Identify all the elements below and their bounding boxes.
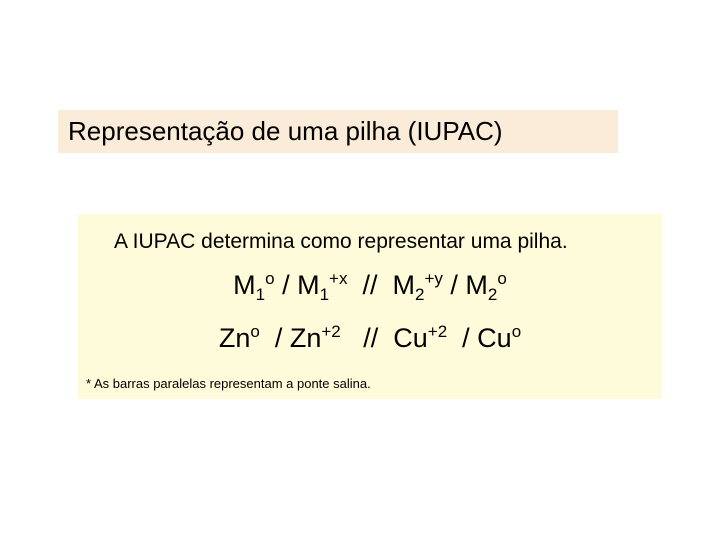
formula-example: Zno / Zn+2 // Cu+2 / Cuo (84, 323, 656, 354)
title-text: Representação de uma pilha (IUPAC) (68, 116, 503, 146)
intro-text: A IUPAC determina como representar uma p… (100, 230, 656, 254)
formula-generic: M1o / M1+x // M2+y / M2o (84, 270, 656, 301)
content-box: A IUPAC determina como representar uma p… (78, 214, 662, 399)
title-box: Representação de uma pilha (IUPAC) (58, 110, 618, 153)
footnote-text: * As barras paralelas representam a pont… (86, 376, 656, 391)
